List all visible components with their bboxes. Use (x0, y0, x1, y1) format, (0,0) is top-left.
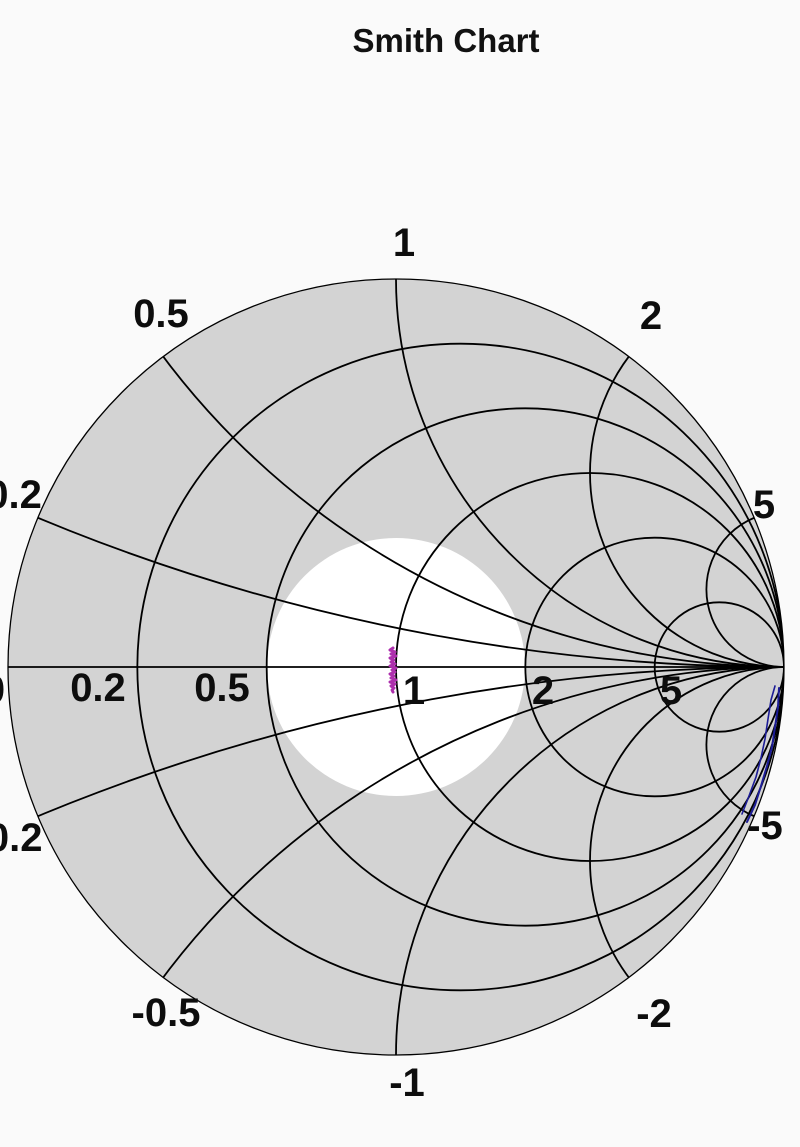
reactance-label: 5 (753, 483, 775, 527)
reactance-label: 0.5 (133, 292, 189, 336)
resistance-label: 0.2 (70, 666, 126, 710)
reactance-label: -0.5 (132, 991, 201, 1035)
chart-rim (7, 278, 785, 1056)
reactance-label: -2 (636, 992, 672, 1036)
impedance-trace (388, 646, 398, 694)
reactance-label: -0.2 (0, 816, 42, 860)
resistance-label: 0.5 (194, 666, 250, 710)
resistance-label: 0 (0, 668, 5, 712)
reactance-label: 1 (393, 221, 415, 265)
reactance-label: -5 (747, 804, 783, 848)
reactance-arc (705, 510, 784, 668)
resistance-label: 1 (403, 669, 425, 713)
reactance-arc (589, 279, 784, 668)
reflection-edge-trace-inner (741, 685, 776, 815)
reactance-arc (589, 666, 784, 1055)
resistance-label: 5 (660, 669, 682, 713)
reactance-arc (705, 666, 784, 824)
reactance-label: 2 (640, 294, 662, 338)
reflection-edge-trace-outer (746, 687, 780, 823)
chart-title: Smith Chart (352, 22, 540, 59)
reactance-label: -1 (389, 1061, 425, 1105)
resistance-label: 2 (532, 669, 554, 713)
reactance-label: 0.2 (0, 473, 42, 517)
